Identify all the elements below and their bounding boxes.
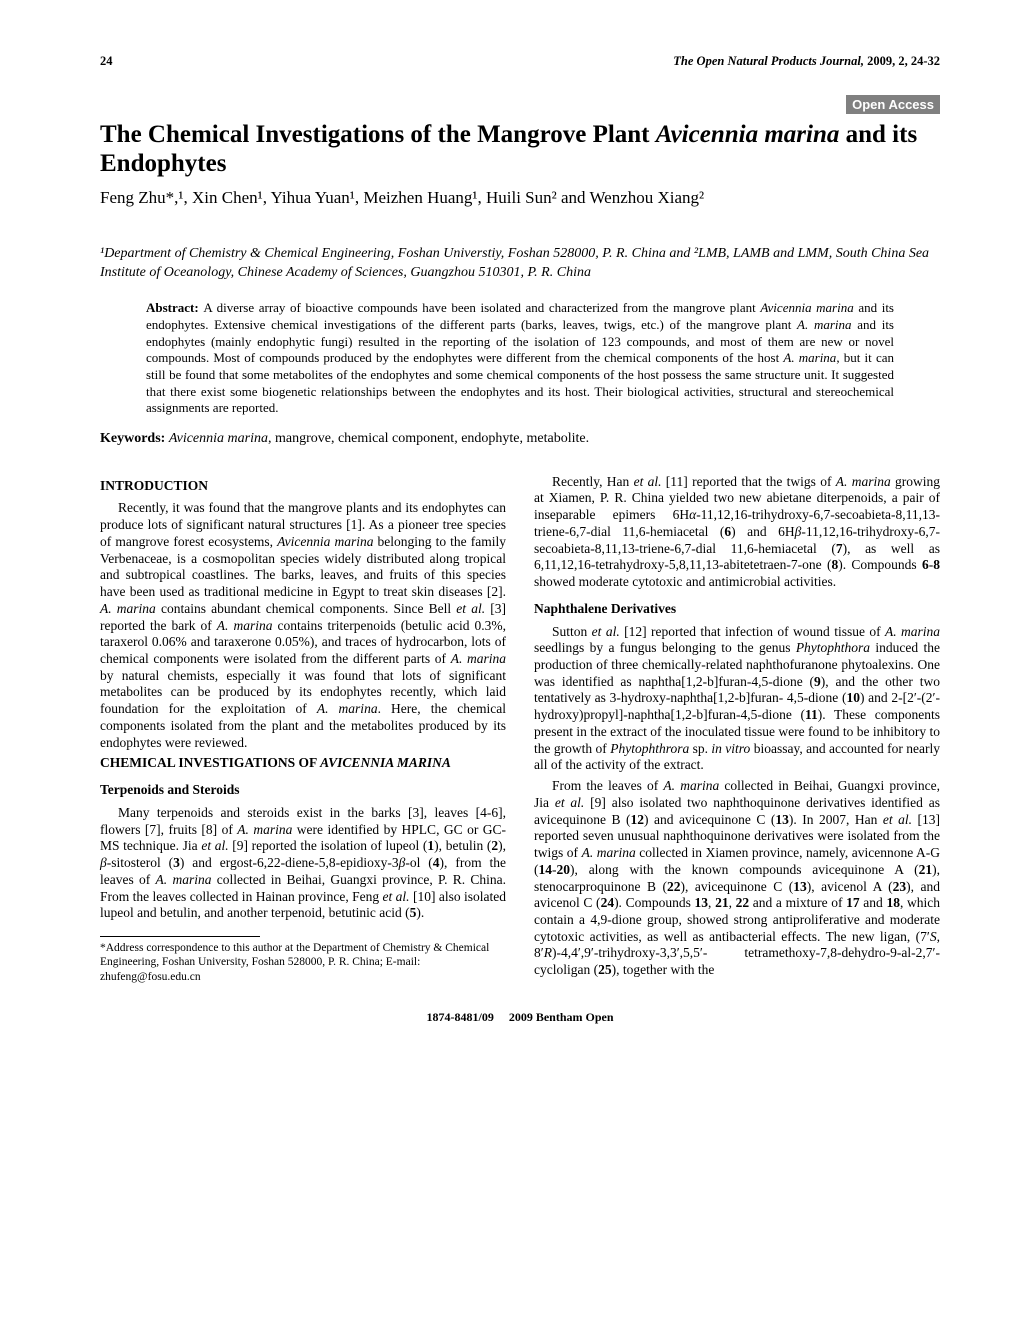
chem-heading: CHEMICAL INVESTIGATIONS OF AVICENNIA MAR… xyxy=(100,755,506,772)
right-column: Recently, Han et al. [11] reported that … xyxy=(534,474,940,984)
terpenoids-heading: Terpenoids and Steroids xyxy=(100,782,506,799)
intro-para: Recently, it was found that the mangrove… xyxy=(100,500,506,751)
naphthalene-para-1: Sutton et al. [12] reported that infecti… xyxy=(534,624,940,775)
intro-heading: INTRODUCTION xyxy=(100,478,506,495)
running-header: 24 The Open Natural Products Journal, 20… xyxy=(100,54,940,69)
article-title: The Chemical Investigations of the Mangr… xyxy=(100,121,940,179)
naphthalene-heading: Naphthalene Derivatives xyxy=(534,601,940,618)
correspondence-footnote: *Address correspondence to this author a… xyxy=(100,941,506,984)
body-columns: INTRODUCTION Recently, it was found that… xyxy=(100,474,940,984)
abstract: Abstract: A diverse array of bioactive c… xyxy=(146,300,894,416)
footnote-separator xyxy=(100,936,260,937)
open-access-badge: Open Access xyxy=(100,97,940,115)
terpenoids-para: Many terpenoids and steroids exist in th… xyxy=(100,805,506,922)
journal-name: The Open Natural Products Journal, 2009,… xyxy=(673,54,940,69)
left-column: INTRODUCTION Recently, it was found that… xyxy=(100,474,506,984)
naphthalene-para-2: From the leaves of A. marina collected i… xyxy=(534,778,940,979)
authors: Feng Zhu*,¹, Xin Chen¹, Yihua Yuan¹, Mei… xyxy=(100,188,940,208)
page-footer: 1874-8481/09 2009 Bentham Open xyxy=(100,1010,940,1024)
affiliations: ¹Department of Chemistry & Chemical Engi… xyxy=(100,245,940,283)
page-number: 24 xyxy=(100,54,113,69)
right-para-1: Recently, Han et al. [11] reported that … xyxy=(534,474,940,591)
keywords: Keywords: Avicennia marina, mangrove, ch… xyxy=(100,431,940,448)
